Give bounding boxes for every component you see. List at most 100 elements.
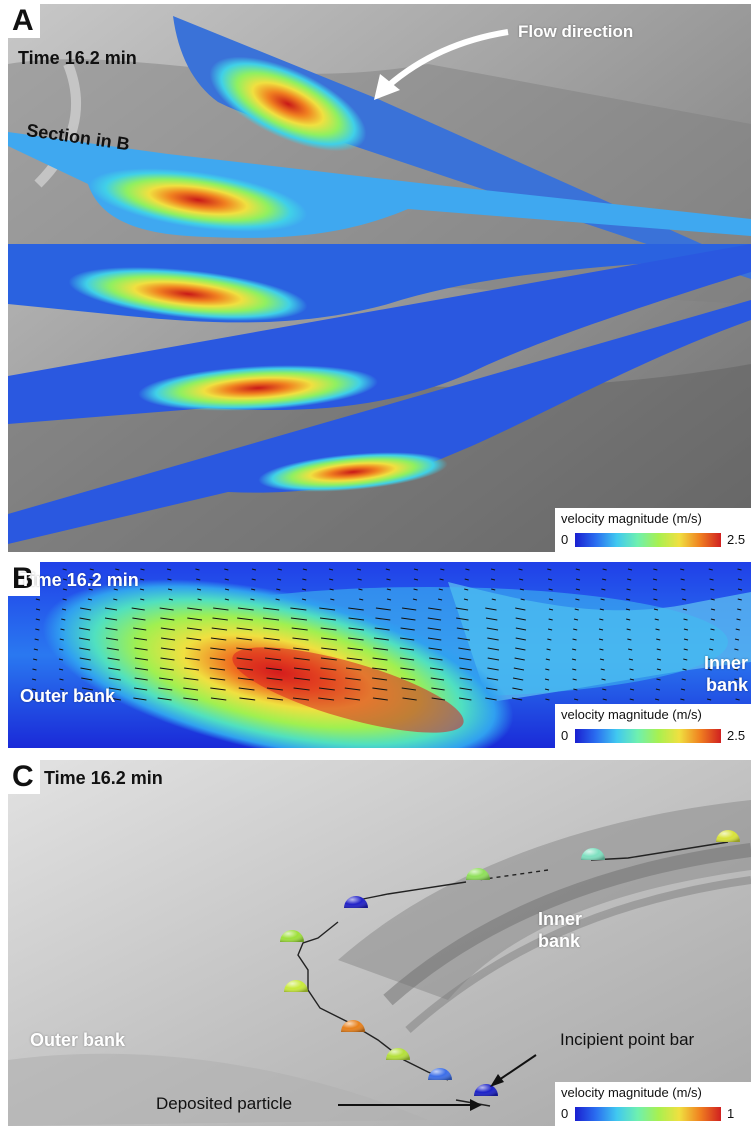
velocity-vector (108, 667, 121, 671)
velocity-vector (357, 578, 362, 581)
velocity-vector (224, 588, 230, 591)
velocity-vector (210, 647, 226, 651)
velocity-vector (292, 637, 309, 641)
velocity-vector (108, 697, 121, 701)
velocity-vector (486, 677, 499, 681)
velocity-vector (263, 607, 280, 611)
velocity-vector (575, 598, 580, 601)
velocity-vector (373, 647, 389, 651)
velocity-vector (319, 677, 336, 681)
velocity-vector (32, 658, 38, 661)
velocity-vector (626, 628, 631, 631)
velocity-vector (276, 588, 281, 591)
velocity-vector (710, 588, 715, 591)
velocity-vector (572, 668, 577, 671)
velocity-vector (547, 628, 553, 631)
particle (280, 930, 304, 942)
panel-c-outer-bank: Outer bank (30, 1030, 126, 1050)
velocity-vector (431, 697, 446, 701)
velocity-vector (683, 638, 689, 641)
velocity-vector (457, 637, 470, 641)
velocity-vector (224, 568, 229, 571)
velocity-vector (105, 627, 118, 631)
velocity-vector (680, 698, 685, 701)
velocity-vector (276, 578, 282, 581)
velocity-vector (113, 598, 118, 601)
velocity-vector (80, 607, 92, 611)
velocity-vector (548, 598, 554, 601)
velocity-vector (89, 578, 94, 581)
velocity-vector (133, 697, 147, 701)
velocity-vector (34, 638, 39, 641)
velocity-vector (737, 578, 743, 581)
particle (466, 868, 490, 880)
velocity-vector (710, 628, 715, 631)
velocity-vector (290, 617, 307, 621)
velocity-vector (263, 637, 280, 641)
velocity-vector (320, 627, 337, 631)
velocity-vector (344, 687, 361, 691)
velocity-vector (79, 627, 91, 631)
velocity-vector (251, 578, 256, 581)
velocity-vector (573, 618, 579, 621)
velocity-vector (491, 598, 496, 601)
velocity-vector (427, 627, 442, 631)
velocity-vector (683, 658, 688, 661)
particle (344, 896, 368, 908)
velocity-vector (59, 648, 64, 651)
velocity-vector (629, 678, 635, 681)
velocity-vector (515, 627, 527, 631)
panel-b-inner-bank: Inner bank (703, 653, 748, 695)
velocity-vector (602, 698, 607, 701)
velocity-vector (599, 608, 604, 611)
panel-a-scene (8, 4, 751, 552)
velocity-vector (627, 638, 632, 641)
velocity-vector (545, 668, 550, 671)
velocity-vector (160, 647, 175, 651)
velocity-vector (81, 687, 94, 691)
velocity-vector (707, 668, 712, 671)
velocity-vector (275, 598, 280, 601)
velocity-vector (31, 678, 37, 681)
velocity-vector (160, 637, 176, 641)
velocity-vector (104, 617, 118, 621)
velocity-vector (385, 568, 390, 571)
point-bar-arrowhead (490, 1074, 504, 1087)
velocity-vector (320, 657, 337, 661)
legend-colorbar (575, 533, 721, 547)
velocity-vector (439, 578, 444, 581)
velocity-vector (546, 648, 551, 651)
velocity-vector (134, 667, 149, 671)
velocity-vector (601, 578, 607, 581)
velocity-vector (656, 678, 661, 681)
velocity-vector (399, 657, 415, 661)
panel-a-legend: velocity magnitude (m/s) 0 2.5 (555, 508, 751, 552)
velocity-vector (545, 698, 550, 701)
velocity-vector (105, 637, 119, 641)
velocity-vector (87, 598, 93, 601)
legend-max: 2.5 (727, 532, 746, 547)
velocity-vector (329, 578, 334, 581)
velocity-vectors (31, 568, 743, 701)
velocity-vector (31, 688, 37, 691)
velocity-vector (490, 578, 496, 581)
velocity-vector (598, 628, 604, 631)
velocity-vector (440, 568, 445, 571)
velocity-vector (236, 657, 253, 661)
velocity-vector (251, 588, 256, 591)
velocity-vector (131, 607, 145, 611)
velocity-vector (329, 588, 334, 591)
legend-max: 2.5 (727, 728, 746, 743)
velocity-vector (629, 688, 635, 691)
velocity-vector (160, 617, 175, 621)
velocity-vector (157, 697, 172, 701)
velocity-vector (575, 588, 580, 591)
velocity-vector (159, 667, 174, 671)
velocity-vector (106, 647, 119, 651)
velocity-vector (490, 568, 496, 571)
velocity-vector (184, 667, 199, 671)
velocity-vector (401, 617, 416, 621)
velocity-vector (736, 618, 741, 621)
velocity-vector (708, 568, 713, 571)
legend-min: 0 (561, 1106, 569, 1121)
